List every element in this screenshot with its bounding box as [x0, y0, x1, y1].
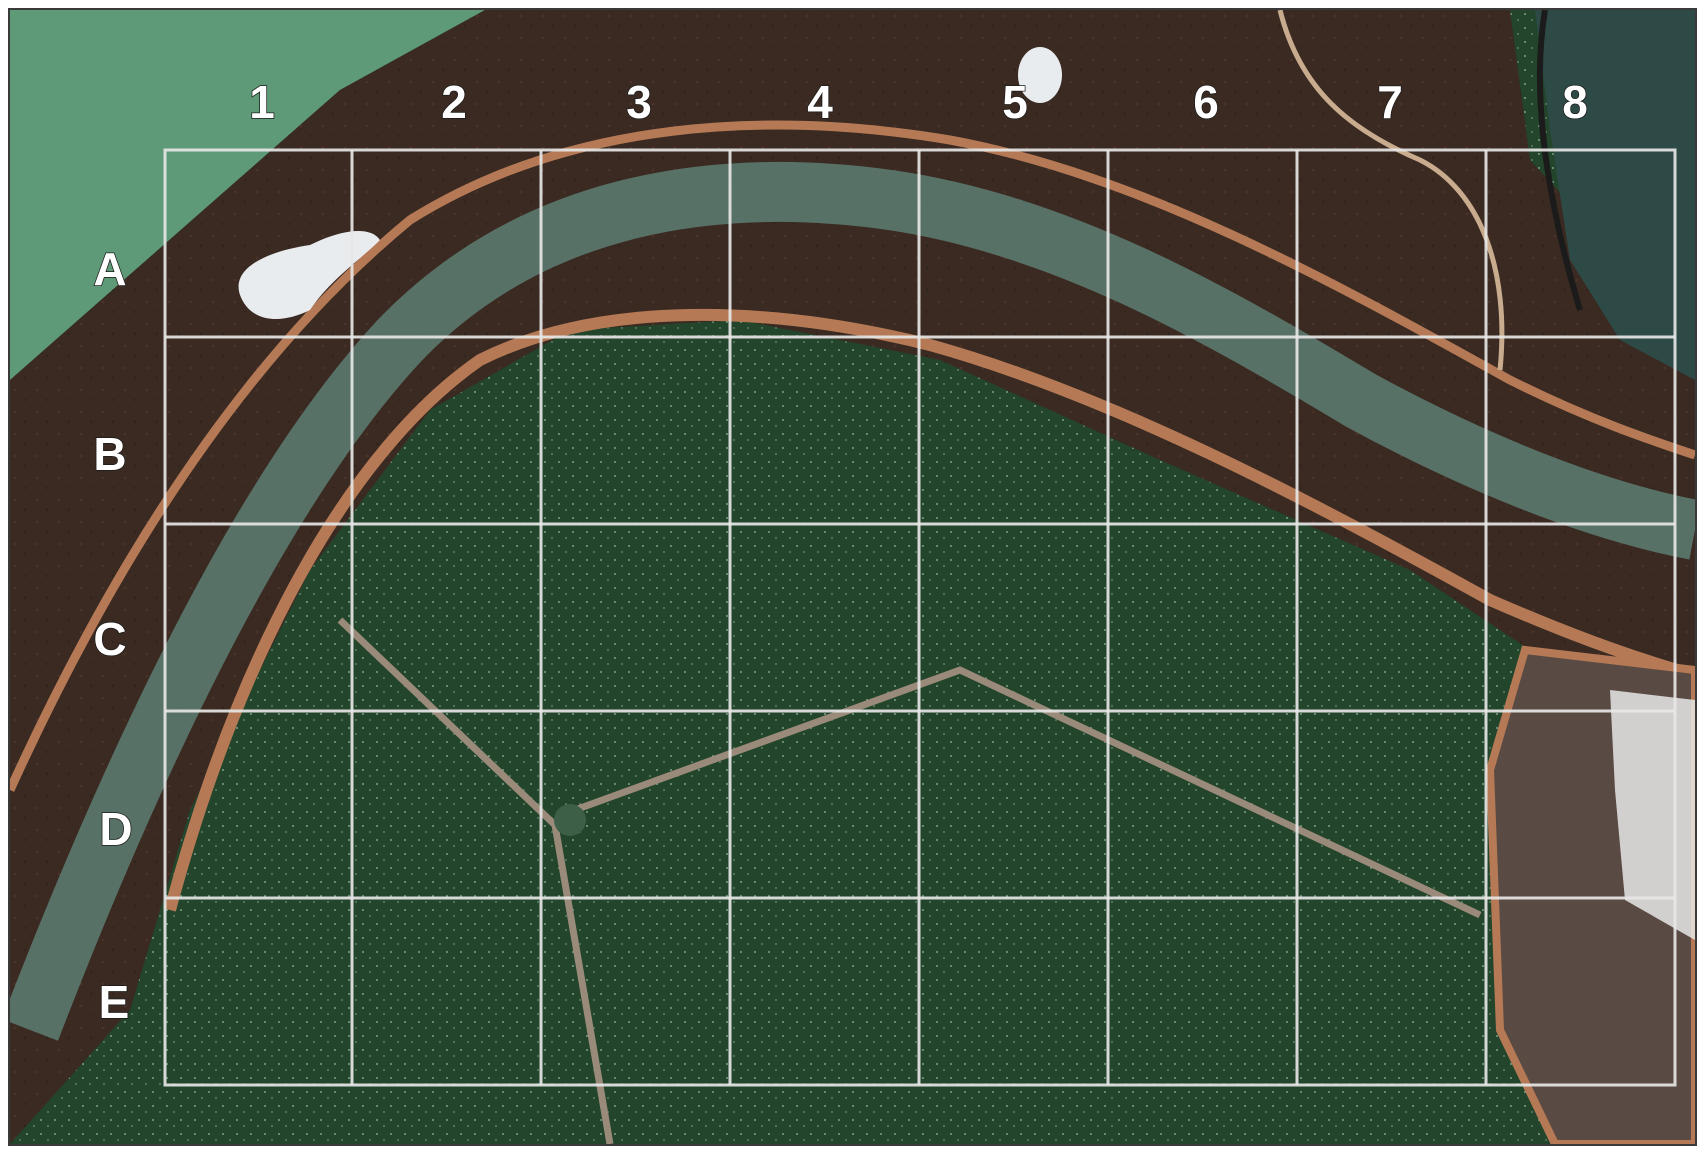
row-label-a: A — [93, 243, 126, 295]
column-label-8: 8 — [1562, 76, 1588, 128]
aerial-map: 1 2 3 4 5 6 7 8 A B C D E — [8, 8, 1697, 1146]
grid — [163, 148, 1677, 1087]
levee-junction — [554, 804, 586, 836]
column-label-5: 5 — [1002, 76, 1028, 128]
road — [1277, 10, 1505, 371]
row-label-c: C — [93, 613, 126, 665]
divider-levee-east — [573, 666, 1482, 919]
northeast-water — [1535, 10, 1695, 380]
column-label-1: 1 — [249, 76, 275, 128]
green-field — [10, 10, 485, 380]
outer-levee — [10, 120, 1695, 792]
inner-levee — [164, 308, 1695, 912]
row-label-b: B — [93, 428, 126, 480]
row-label-e: E — [99, 976, 130, 1028]
tidal-channel — [10, 161, 1695, 1041]
column-label-3: 3 — [626, 76, 652, 128]
column-label-6: 6 — [1193, 76, 1219, 128]
column-label-2: 2 — [441, 76, 467, 128]
row-label-d: D — [99, 803, 132, 855]
white-patch-a1 — [238, 230, 380, 319]
column-label-7: 7 — [1377, 76, 1403, 128]
aerial-image: 1 2 3 4 5 6 7 8 A B C D E — [10, 10, 1695, 1144]
column-label-4: 4 — [807, 76, 833, 128]
white-patch-5 — [1018, 47, 1062, 103]
